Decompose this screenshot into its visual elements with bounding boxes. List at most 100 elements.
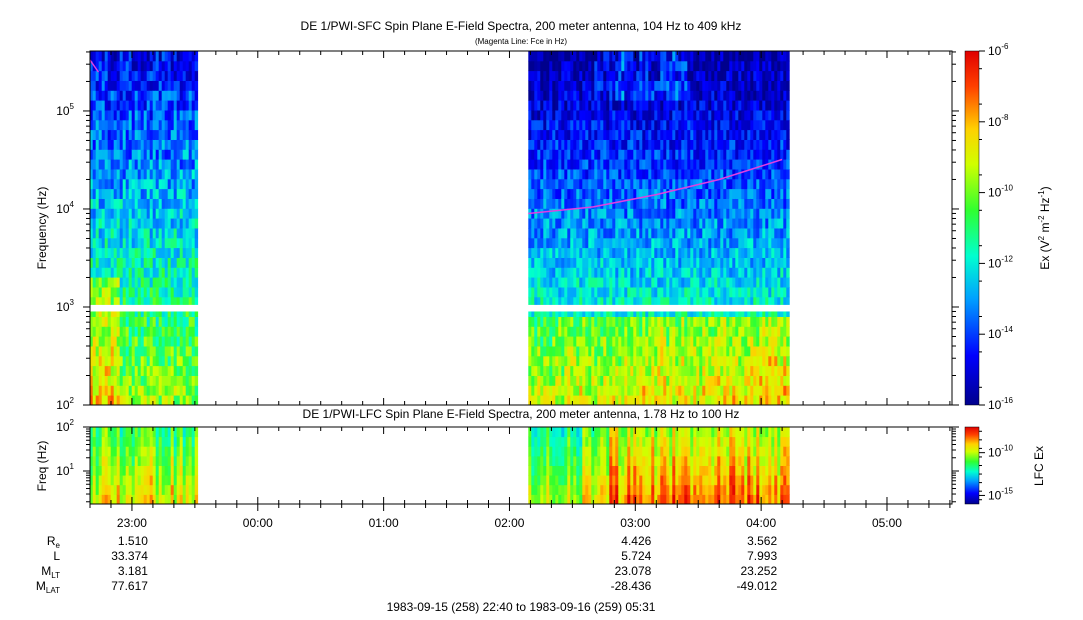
spectro-cell	[92, 436, 97, 447]
spectro-cell	[645, 296, 649, 308]
colorbar-tick-base: 10	[988, 44, 1002, 58]
spectro-cell	[651, 198, 655, 209]
spectro-cell	[732, 159, 736, 170]
spectro-cell	[672, 198, 676, 209]
spectro-cell	[669, 60, 673, 72]
spectro-cell	[609, 228, 613, 239]
spectro-cell	[696, 326, 700, 337]
spectro-cell	[176, 119, 181, 131]
spectro-cell	[756, 188, 760, 199]
spectro-cell	[612, 237, 616, 249]
spectro-cell	[194, 129, 199, 140]
spectro-cell	[155, 375, 160, 386]
spectro-cell	[155, 427, 160, 438]
spectro-cell	[116, 237, 121, 249]
spectro-cell	[122, 296, 127, 308]
spectro-cell	[759, 110, 763, 121]
spectro-cell	[735, 365, 739, 376]
spectro-cell	[128, 375, 133, 386]
spectro-cell	[90, 90, 94, 101]
spectro-cell	[179, 494, 184, 504]
spectro-cell	[188, 306, 193, 317]
spectro-cell	[95, 306, 100, 317]
spectro-cell	[558, 129, 562, 140]
spectro-cell	[597, 385, 601, 396]
spectro-cell	[537, 228, 541, 239]
spectro-cell	[579, 80, 583, 91]
spectro-cell	[98, 446, 103, 457]
spectro-cell	[660, 287, 664, 298]
spectro-cell	[708, 139, 712, 150]
spectro-cell	[95, 228, 100, 239]
spectro-cell	[687, 267, 691, 278]
spectro-cell	[134, 60, 139, 72]
spectro-cell	[708, 326, 712, 337]
spectro-cell	[90, 188, 94, 199]
spectro-cell	[633, 385, 637, 396]
spectro-cell	[588, 149, 592, 160]
spectro-cell	[552, 228, 556, 239]
spectro-cell	[194, 169, 199, 180]
spectro-cell	[690, 385, 694, 396]
spectro-cell	[528, 228, 532, 239]
spectro-cell	[182, 257, 187, 268]
spectro-cell	[143, 100, 148, 111]
spectro-cell	[194, 60, 199, 72]
spectro-cell	[783, 277, 787, 288]
spectro-cell	[693, 90, 697, 101]
spectro-cell	[633, 149, 637, 160]
spectro-cell	[528, 427, 532, 438]
spectro-cell	[720, 90, 724, 101]
spectro-cell	[750, 198, 754, 209]
spectro-cell	[90, 218, 94, 229]
spectro-cell	[765, 188, 769, 199]
spectro-cell	[167, 198, 172, 209]
spectro-cell	[95, 446, 100, 457]
spectro-cell	[708, 267, 712, 278]
spectro-cell	[603, 336, 607, 347]
spectro-cell	[155, 287, 160, 298]
spectro-cell	[669, 129, 673, 140]
spectro-cell	[705, 355, 709, 367]
colorbar-tick-label: 10-12	[988, 254, 1013, 270]
spectro-cell	[612, 159, 616, 170]
spectro-cell	[152, 178, 157, 190]
spectro-cell	[606, 237, 610, 249]
spectro-cell	[660, 306, 664, 317]
spectro-cell	[609, 139, 613, 150]
spectro-cell	[588, 277, 592, 288]
spectro-cell	[756, 336, 760, 347]
spectro-cell	[528, 385, 532, 396]
spectro-cell	[107, 446, 112, 457]
spectro-cell	[780, 385, 784, 396]
spectro-cell	[780, 346, 784, 357]
spectro-cell	[564, 198, 568, 209]
spectro-cell	[194, 427, 199, 438]
spectro-cell	[561, 169, 565, 180]
spectro-cell	[729, 60, 733, 72]
spectro-cell	[732, 375, 736, 386]
spectro-cell	[573, 228, 577, 239]
spectro-cell	[104, 326, 109, 337]
spectro-cell	[660, 296, 664, 308]
spectro-cell	[645, 346, 649, 357]
spectro-cell	[92, 110, 97, 121]
spectro-cell	[594, 139, 598, 150]
spectro-cell	[128, 178, 133, 190]
spectro-cell	[573, 159, 577, 170]
spectro-cell	[134, 475, 139, 486]
spectro-cell	[110, 346, 115, 357]
spectro-cell	[194, 80, 199, 91]
spectro-cell	[101, 277, 106, 288]
spectro-cell	[723, 218, 727, 229]
spectro-cell	[146, 316, 151, 327]
spectro-cell	[113, 119, 118, 131]
spectro-cell	[185, 346, 190, 357]
spectro-cell	[621, 51, 625, 62]
spectro-cell	[122, 346, 127, 357]
spectro-cell	[558, 296, 562, 308]
spectro-cell	[179, 178, 184, 190]
spectro-cell	[137, 484, 142, 495]
spectro-cell	[549, 208, 553, 219]
spectro-cell	[155, 365, 160, 376]
